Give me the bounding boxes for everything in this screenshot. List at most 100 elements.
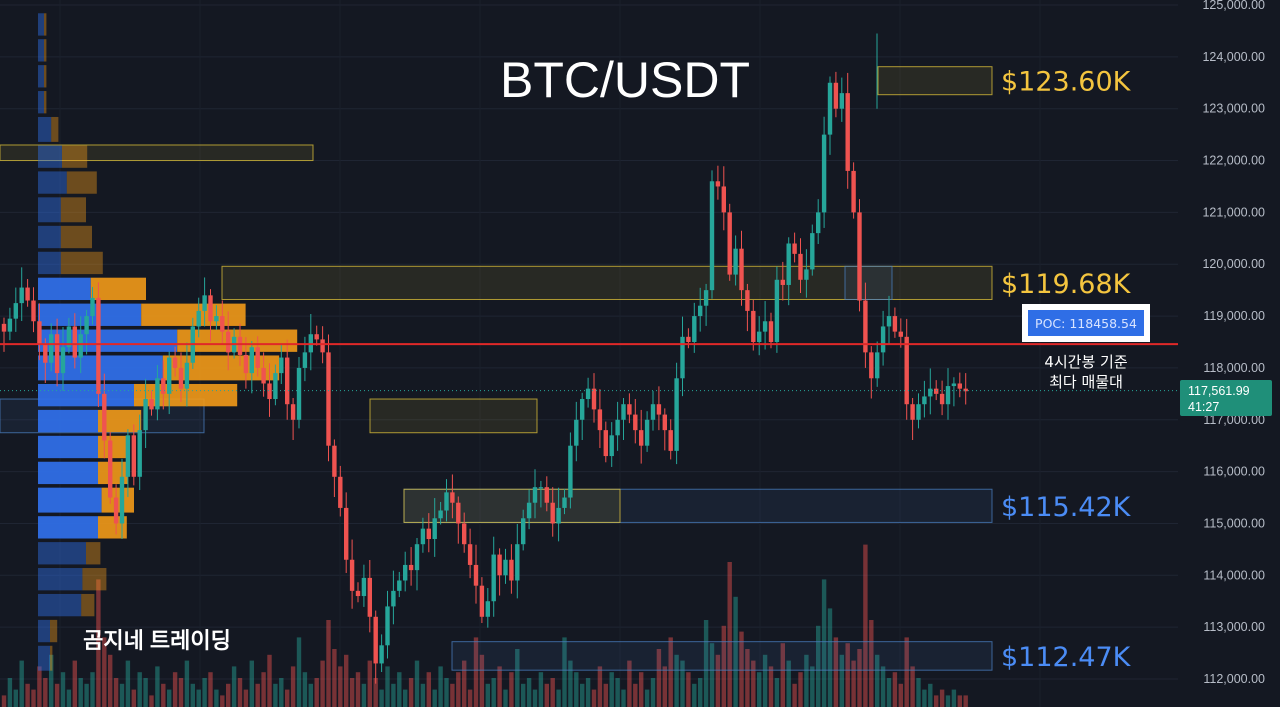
last-price-badge[interactable]: 117,561.99 41:27 (1180, 380, 1272, 416)
profile-buy-bar (38, 225, 61, 249)
profile-sell-bar (44, 13, 47, 36)
candle-body (680, 336, 685, 379)
candle-body (1, 323, 7, 332)
candle-body (444, 492, 449, 511)
poc-note-line2: 최다 매물대 (1049, 373, 1123, 391)
candle-body (426, 528, 431, 540)
volume-bar (851, 660, 856, 707)
zone-price-label: $123.60K (1001, 67, 1132, 98)
volume-bar (739, 631, 744, 707)
profile-buy-bar (38, 171, 67, 194)
volume-bar (7, 678, 13, 707)
candle-body (414, 544, 420, 571)
candle-body (149, 399, 154, 410)
volume-bar (255, 683, 260, 707)
candle-body (72, 326, 77, 358)
profile-buy-bar (38, 145, 62, 168)
candle-body (131, 435, 136, 477)
profile-buy-bar (38, 383, 134, 407)
volume-bar (585, 678, 591, 707)
volume-bar (745, 649, 750, 707)
support-resistance-zones (0, 66, 993, 671)
candle-body (208, 295, 213, 322)
candle-body (397, 580, 402, 591)
candle-body (249, 347, 254, 374)
candle-body (7, 318, 13, 332)
candle-body (355, 590, 361, 597)
candle-body (214, 316, 219, 322)
candle-body (786, 243, 791, 285)
profile-sell-bar (98, 516, 127, 539)
candle-body (739, 248, 744, 291)
candle-body (668, 430, 673, 451)
candle-body (296, 367, 302, 420)
price-tick-label: 117,000.00 (1203, 413, 1265, 427)
profile-sell-bar (81, 593, 95, 617)
candle-body (857, 212, 862, 301)
volume-bar (13, 689, 18, 707)
candle-body (804, 269, 809, 280)
volume-bar (143, 678, 148, 707)
volume-bar (25, 683, 30, 707)
volume-bar (403, 689, 408, 707)
volume-bar (845, 643, 850, 707)
zone-price-label: $119.68K (1001, 269, 1132, 300)
candle-body (456, 502, 461, 524)
candle-body (497, 554, 502, 576)
candle-body (727, 212, 732, 275)
candle-body (591, 388, 597, 410)
volume-bar (397, 672, 402, 707)
volume-bar (774, 678, 780, 707)
price-tick-label: 113,000.00 (1203, 620, 1265, 634)
candle-body (326, 352, 331, 446)
candle-body (798, 253, 803, 280)
price-tick-label: 124,000.00 (1202, 50, 1265, 64)
volume-bar (916, 678, 921, 707)
volume-bar (420, 683, 426, 707)
volume-bar (703, 620, 709, 707)
profile-sell-bar (51, 116, 59, 142)
profile-buy-bar (38, 542, 86, 565)
volume-bar (184, 660, 190, 707)
candle-body (615, 419, 620, 436)
poc-badge[interactable]: POC: 118458.54 (1022, 304, 1150, 342)
profile-buy-bar (38, 277, 91, 301)
candle-body (951, 383, 957, 387)
profile-sell-bar (62, 145, 88, 168)
profile-buy-bar (38, 65, 44, 88)
volume-bar (320, 660, 325, 707)
candlesticks (1, 33, 968, 684)
profile-buy-bar (38, 568, 83, 591)
volume-bar (780, 643, 785, 707)
candle-body (84, 316, 89, 335)
candle-body (550, 502, 555, 524)
profile-sell-bar (44, 65, 47, 88)
candle-body (532, 487, 538, 503)
price-axis[interactable]: 112,000.00 113,000.00 114,000.00 115,000.00… (1202, 0, 1265, 686)
volume-bar (821, 579, 827, 707)
candle-body (450, 492, 455, 503)
profile-sell-bar (50, 619, 58, 643)
volume-bar (467, 689, 473, 707)
volume-bar (78, 678, 83, 707)
candle-body (751, 310, 756, 342)
volume-bar (249, 660, 254, 707)
profile-sell-bar (98, 435, 128, 459)
profile-sell-bar (44, 91, 47, 114)
volume-bar (875, 654, 880, 707)
volume-bar (910, 666, 915, 707)
volume-bar (385, 666, 390, 707)
volume-bar (880, 666, 886, 707)
candle-body (361, 577, 367, 597)
volume-bar (521, 683, 526, 707)
candle-body (19, 287, 24, 304)
candle-body (686, 336, 691, 342)
candle-body (113, 497, 119, 524)
volume-bar (54, 683, 60, 707)
candle-body (373, 616, 378, 664)
candle-body (60, 347, 66, 374)
poc-note-line1: 4시간봉 기준 (1044, 353, 1128, 371)
candle-body (644, 419, 650, 446)
volume-bar (898, 683, 903, 707)
